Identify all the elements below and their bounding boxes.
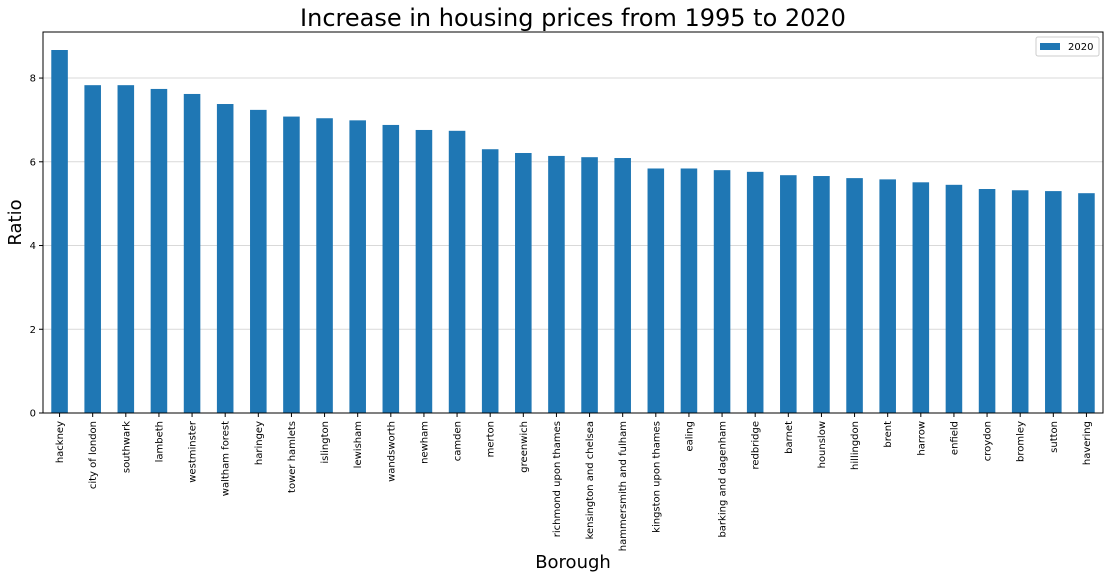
bar (1011, 190, 1029, 413)
bar (382, 124, 400, 413)
y-axis-title: Ratio (5, 199, 26, 245)
x-tick-label: richmond upon thames (552, 421, 563, 537)
bar (614, 158, 631, 413)
y-tick-label: 6 (30, 157, 36, 168)
x-axis-title: Borough (535, 552, 611, 573)
bar (945, 184, 963, 413)
bar (1078, 193, 1095, 413)
x-tick-label: lewisham (353, 421, 364, 468)
legend: 2020 (1035, 36, 1100, 57)
x-tick-label: newham (419, 421, 430, 464)
legend-swatch (1040, 43, 1060, 50)
y-tick-label: 0 (30, 409, 36, 420)
y-axis-ticks: 0 2 4 6 8 (30, 74, 43, 420)
x-tick-label: islington (320, 421, 331, 464)
x-tick-label: merton (486, 421, 497, 457)
x-tick-label: waltham forest (221, 421, 232, 496)
plot-frame (42, 31, 1104, 414)
y-tick-label: 2 (30, 325, 36, 336)
bar (912, 182, 930, 413)
bar (647, 168, 665, 413)
x-axis-ticks: hackney city of london southwark lambeth wes… (55, 413, 1093, 551)
bar (117, 85, 135, 413)
x-tick-label: haringey (254, 421, 265, 465)
bar (879, 179, 896, 413)
x-tick-label: bromley (1016, 421, 1027, 462)
x-tick-label: camden (453, 421, 464, 461)
x-tick-label: barnet (784, 421, 795, 454)
x-tick-label: kensington and chelsea (585, 421, 596, 539)
bar (780, 175, 797, 413)
x-tick-label: ealing (684, 421, 695, 452)
bar (581, 157, 598, 413)
x-tick-label: hammersmith and fulham (618, 421, 629, 551)
x-tick-label: redbridge (751, 421, 762, 469)
y-tick-label: 8 (30, 74, 36, 85)
bar (216, 104, 234, 413)
legend-box (1035, 36, 1100, 57)
bar (84, 85, 101, 413)
chart-title: Increase in housing prices from 1995 to … (300, 4, 846, 32)
bar (415, 129, 433, 413)
x-tick-label: hackney (55, 421, 66, 463)
bar (481, 149, 499, 413)
x-tick-label: kingston upon thames (651, 421, 662, 533)
x-tick-label: lambeth (154, 421, 165, 462)
x-tick-label: southwark (121, 421, 132, 473)
bar (746, 171, 764, 413)
bar (183, 93, 201, 413)
x-tick-label: hillingdon (850, 421, 861, 470)
bar (283, 116, 300, 414)
bar (150, 88, 168, 413)
x-tick-label: hounslow (817, 421, 828, 468)
bar (978, 189, 996, 413)
bar (448, 130, 466, 414)
bar (51, 50, 68, 413)
y-tick-label: 4 (30, 241, 36, 252)
bar (713, 170, 731, 413)
legend-label: 2020 (1068, 42, 1093, 53)
x-tick-label: westminster (188, 420, 199, 483)
bar (349, 120, 366, 413)
bar (250, 109, 267, 413)
x-tick-label: sutton (1049, 421, 1060, 453)
x-tick-label: city of london (88, 421, 99, 489)
x-tick-label: barking and dagenham (718, 421, 729, 538)
x-tick-label: havering (1082, 421, 1093, 465)
x-tick-label: brent (883, 421, 894, 448)
x-tick-label: enfield (949, 421, 960, 455)
bars (51, 50, 1095, 414)
x-tick-label: greenwich (519, 421, 530, 473)
x-tick-label: tower hamlets (287, 421, 298, 493)
grid-lines (43, 77, 1103, 330)
x-tick-label: croydon (983, 421, 994, 461)
bar (1045, 191, 1062, 413)
bar (548, 155, 565, 413)
x-tick-label: harrow (916, 421, 927, 456)
x-tick-label: wandsworth (386, 421, 397, 482)
bar (680, 168, 698, 413)
bar (316, 118, 333, 413)
bar (813, 176, 830, 413)
bar (515, 152, 532, 413)
bar (846, 178, 863, 413)
